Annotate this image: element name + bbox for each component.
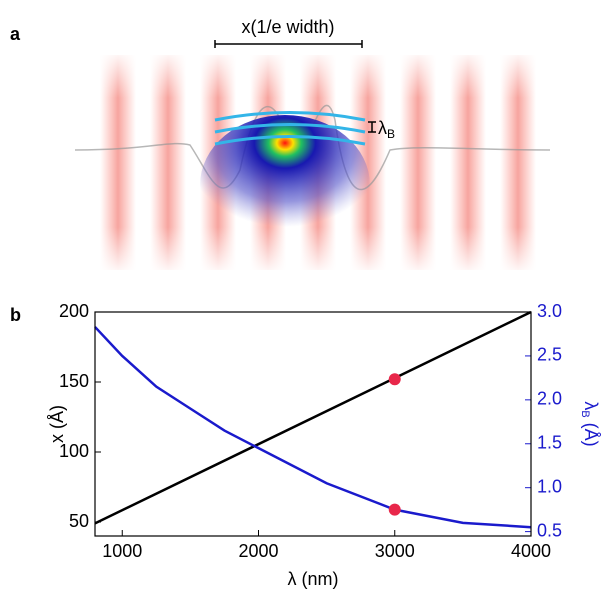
illustration: x(1/e width) λB [74, 17, 551, 270]
lambda: λ [378, 118, 387, 138]
y-tick-label: 100 [59, 441, 89, 461]
y-tick-label: 50 [69, 511, 89, 531]
y2-tick-label: 1.0 [537, 476, 562, 496]
panel-label: b [10, 305, 21, 325]
y2-label-part: B [579, 410, 591, 417]
plot: 1000 2000 3000 4000 50 100 150 200 0.5 1.0 1.5 2.0 2… [47, 301, 602, 589]
x-axis-label: λ (nm) [288, 569, 339, 589]
data-line [94, 326, 532, 529]
panel-label: a [10, 24, 21, 44]
marker [388, 373, 401, 386]
x-tick-label: 4000 [511, 541, 551, 561]
width-bar [214, 40, 363, 48]
y-tick-label: 200 [59, 301, 89, 321]
plot-frame [94, 311, 532, 537]
y2-tick-label: 1.5 [537, 433, 562, 453]
data-line [94, 310, 532, 525]
y2-tick-label: 2.0 [537, 389, 562, 409]
wavefronts [214, 111, 366, 146]
wavepacket [200, 115, 370, 255]
marker [388, 503, 401, 516]
y2-label-part: λ [581, 401, 601, 410]
subscript: B [387, 127, 395, 141]
y-tick-label: 150 [59, 371, 89, 391]
y-axis-label: x (Å) [47, 405, 67, 443]
x-tick-label: 3000 [375, 541, 415, 561]
x-tick-label: 2000 [238, 541, 278, 561]
x-tick-label: 1000 [102, 541, 142, 561]
width-label: x(1/e width) [241, 17, 334, 37]
spacing-marker [368, 121, 376, 133]
y2-tick-label: 3.0 [537, 301, 562, 321]
y2-tick-label: 2.5 [537, 345, 562, 365]
wavelength-label: λB [378, 118, 395, 141]
y2-label-part: (Å) [581, 418, 601, 447]
y2-tick-label: 0.5 [537, 520, 562, 540]
y2-axis-label: λB (Å) [579, 401, 601, 446]
